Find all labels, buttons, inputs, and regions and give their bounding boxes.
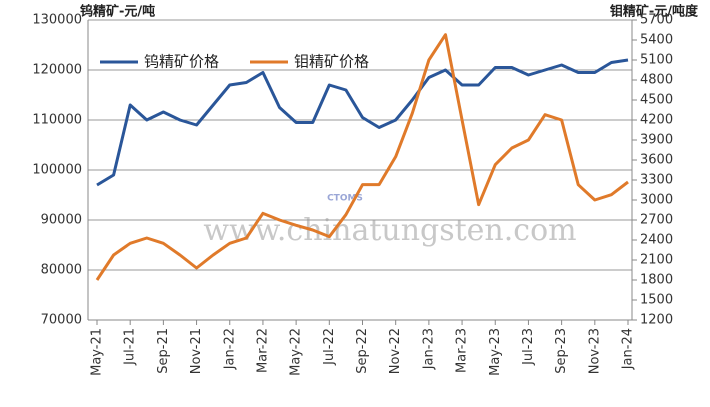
y2-tick-label: 1500 — [640, 293, 673, 308]
line-series — [96, 58, 629, 187]
x-tick-label: Mar-22 — [255, 328, 270, 373]
x-tick-label: Nov-22 — [388, 328, 403, 374]
x-tick-label: Jul-23 — [521, 328, 536, 366]
x-tick-label: Jul-22 — [322, 328, 337, 366]
y2-axis-title: 钼精矿-元/吨度 — [610, 4, 699, 20]
x-tick-label: Nov-23 — [587, 328, 602, 374]
x-tick-label: Jan-22 — [222, 328, 237, 370]
y-tick-label: 130000 — [32, 13, 82, 28]
y-tick-label: 110000 — [32, 113, 82, 128]
logo: CTOMS — [327, 194, 363, 204]
legend-label: 钼精矿价格 — [294, 53, 369, 71]
x-tick-label: May-22 — [289, 328, 304, 376]
x-tick-label: Jan-23 — [421, 328, 436, 370]
y2-tick-label: 3900 — [640, 133, 673, 148]
x-tick-label: May-23 — [488, 328, 503, 376]
y2-tick-label: 5700 — [640, 13, 673, 28]
y2-tick-label: 4500 — [640, 93, 673, 108]
x-tick-label: May-21 — [90, 328, 105, 376]
x-tick-label: Sep-21 — [156, 328, 171, 374]
y2-tick-label: 3000 — [640, 193, 673, 208]
y2-tick-label: 1200 — [640, 313, 673, 328]
y2-tick-label: 2400 — [640, 233, 673, 248]
y2-tick-label: 4800 — [640, 73, 673, 88]
x-tick-label: Mar-23 — [455, 328, 470, 373]
y-tick-label: 70000 — [41, 313, 82, 328]
x-tick-label: Jan-24 — [621, 328, 636, 370]
x-tick-label: Jul-21 — [123, 328, 138, 366]
y-tick-label: 120000 — [32, 63, 82, 78]
x-tick-label: Sep-23 — [554, 328, 569, 374]
y-tick-label: 80000 — [41, 263, 82, 278]
y2-tick-label: 5400 — [640, 33, 673, 48]
watermark: www.chinatungsten.com — [203, 213, 576, 248]
legend-label: 钨精矿价格 — [144, 53, 219, 71]
y-axis-title: 钨精矿-元/吨 — [80, 4, 155, 20]
y2-tick-label: 4200 — [640, 113, 673, 128]
y2-tick-label: 2100 — [640, 253, 673, 268]
y2-tick-label: 5100 — [640, 53, 673, 68]
y2-tick-label: 3600 — [640, 153, 673, 168]
x-tick-label: Sep-22 — [355, 328, 370, 374]
y2-tick-label: 3300 — [640, 173, 673, 188]
y-tick-label: 90000 — [41, 213, 82, 228]
x-tick-label: Nov-21 — [189, 328, 204, 374]
y2-tick-label: 1800 — [640, 273, 673, 288]
y2-tick-label: 2700 — [640, 213, 673, 228]
line-series — [95, 33, 629, 281]
y-tick-label: 100000 — [32, 163, 82, 178]
